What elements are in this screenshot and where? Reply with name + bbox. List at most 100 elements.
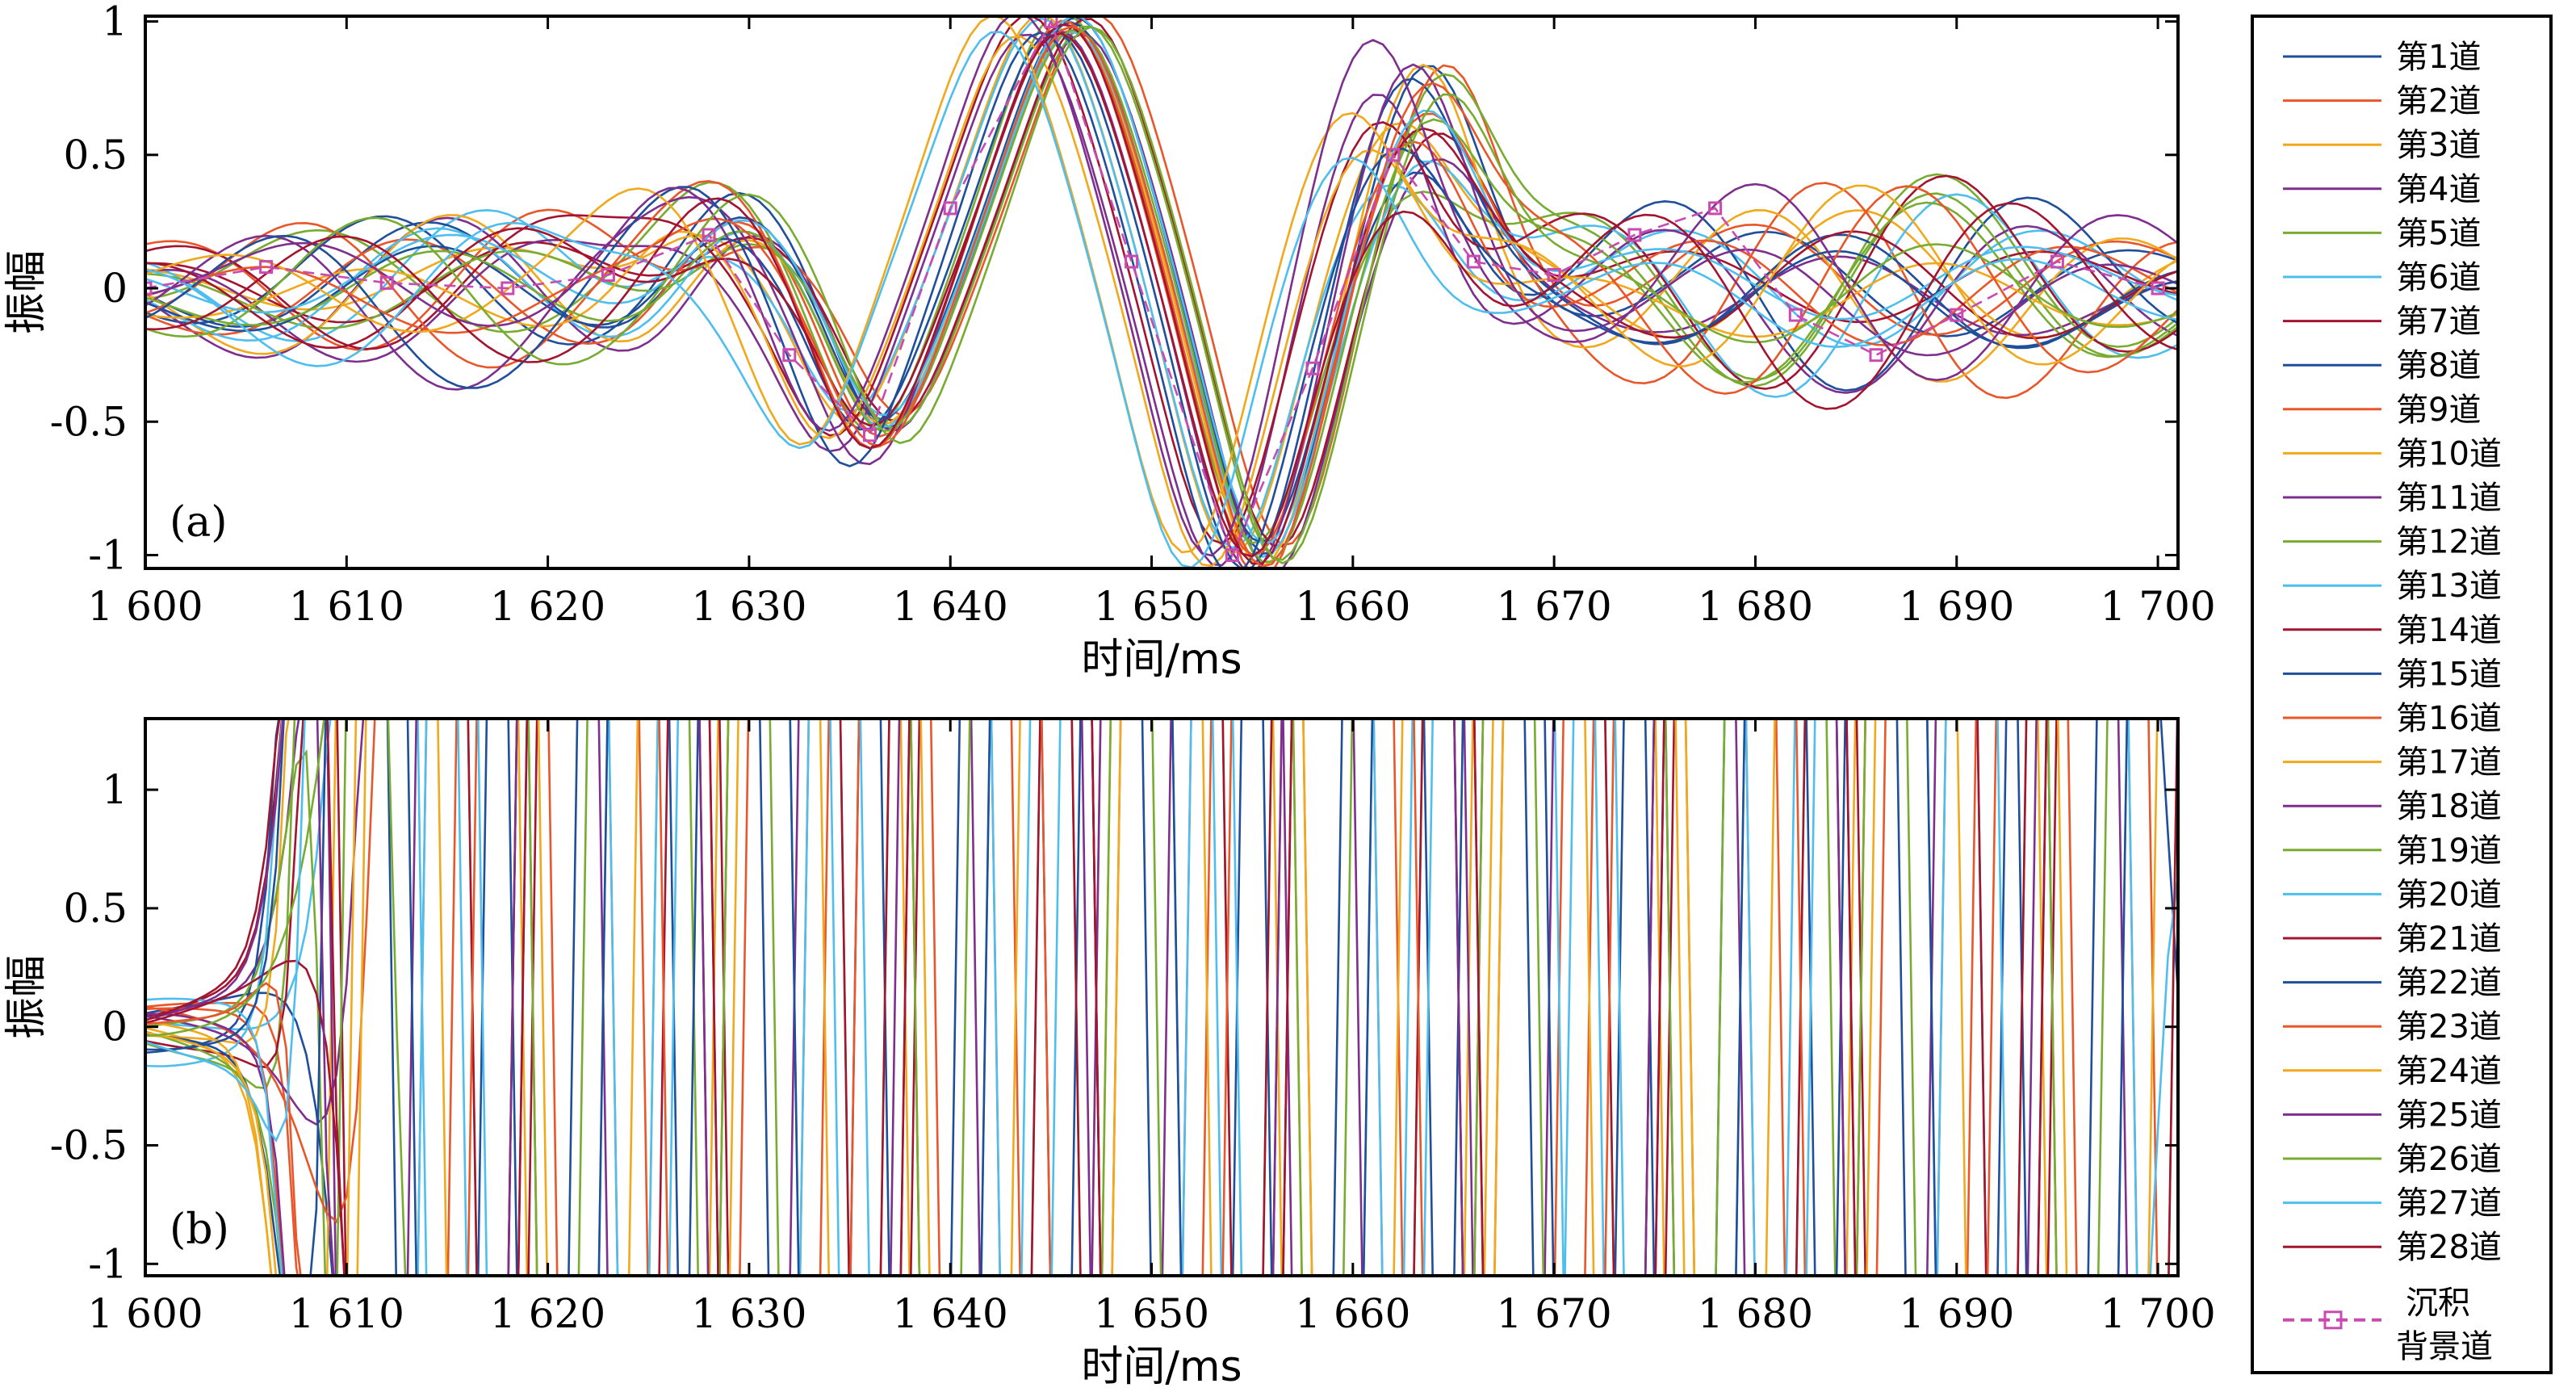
x-tick-label: 1 650 <box>1094 583 1209 630</box>
plot-frame <box>144 15 2180 570</box>
y-tick-label: 1 <box>102 0 128 45</box>
x-axis-title: 时间/ms <box>1081 635 1242 684</box>
y-tick-label: -1 <box>88 1240 128 1287</box>
trace-6 <box>145 719 2178 1276</box>
legend-label: 第28道 <box>2396 1229 2502 1266</box>
x-tick-label: 1 600 <box>87 583 203 630</box>
trace-12 <box>145 719 2028 1276</box>
legend-label: 第7道 <box>2396 304 2481 341</box>
background-trace-marker <box>2151 281 2165 296</box>
legend-label: 第11道 <box>2396 480 2502 517</box>
plot-frame <box>144 717 2180 1277</box>
trace-19 <box>145 719 2058 1276</box>
trace-24 <box>145 719 2068 1276</box>
background-trace-marker <box>1869 348 1883 363</box>
legend-label: 第27道 <box>2396 1185 2502 1222</box>
background-trace-marker <box>501 281 515 296</box>
trace-21 <box>145 719 2028 1276</box>
trace-22 <box>145 719 2129 1276</box>
legend-label: 第5道 <box>2396 215 2481 252</box>
legend-label: 第21道 <box>2396 920 2502 958</box>
trace-23 <box>145 25 2178 568</box>
legend-label: 第12道 <box>2396 524 2502 561</box>
trace-11 <box>145 33 2178 567</box>
x-tick-label: 1 600 <box>87 1290 203 1337</box>
background-trace-marker <box>1547 268 1561 282</box>
x-tick-label: 1 670 <box>1497 1290 1612 1337</box>
x-tick-label: 1 680 <box>1698 1290 1813 1337</box>
legend-label: 第3道 <box>2396 127 2481 164</box>
trace-27 <box>145 31 2178 568</box>
x-tick-label: 1 630 <box>691 1290 806 1337</box>
background-trace-marker <box>1950 308 1964 322</box>
y-tick-label: -0.5 <box>50 1122 128 1169</box>
legend: 第1道第2道第3道第4道第5道第6道第7道第8道第9道第10道第11道第12道第… <box>2251 15 2553 1374</box>
trace-20 <box>145 16 2178 545</box>
background-trace-marker <box>943 201 957 216</box>
background-trace-marker <box>601 268 615 282</box>
legend-label: 第15道 <box>2396 656 2502 693</box>
legend-label: 第26道 <box>2396 1141 2502 1178</box>
legend-label-background-line1: 沉积 <box>2406 1285 2470 1322</box>
y-tick-label: -1 <box>88 531 128 578</box>
background-trace-marker <box>1708 201 1723 216</box>
legend-label: 第13道 <box>2396 568 2502 605</box>
trace-11 <box>145 719 2058 1276</box>
traces-group <box>145 719 2178 1276</box>
trace-2 <box>145 719 2159 1276</box>
trace-4 <box>145 719 2048 1276</box>
trace-15 <box>145 719 2028 1276</box>
y-tick-label: 0.5 <box>63 885 128 932</box>
legend-label: 第17道 <box>2396 744 2502 782</box>
trace-1 <box>145 719 2178 1276</box>
legend-label: 第4道 <box>2396 171 2481 208</box>
x-tick-label: 1 610 <box>289 1290 404 1337</box>
legend-label-background-line2: 背景道 <box>2396 1328 2493 1365</box>
panel-label: (b) <box>170 1205 229 1254</box>
x-tick-label: 1 610 <box>289 583 404 630</box>
trace-25 <box>145 719 2038 1276</box>
x-tick-label: 1 620 <box>490 583 605 630</box>
trace-10 <box>145 719 2159 1276</box>
trace-28 <box>145 719 2048 1276</box>
background-trace-marker <box>1627 228 1642 242</box>
trace-9 <box>145 719 2138 1276</box>
background-trace-marker <box>1044 16 1058 29</box>
x-tick-label: 1 660 <box>1295 583 1410 630</box>
background-trace-marker <box>702 228 716 242</box>
trace-5 <box>145 719 2178 1276</box>
trace-14 <box>145 719 2178 1276</box>
y-tick-label: 0 <box>102 1004 128 1050</box>
legend-label: 第1道 <box>2396 39 2481 76</box>
x-tick-label: 1 640 <box>893 1290 1008 1337</box>
legend-label: 第24道 <box>2396 1053 2502 1090</box>
x-tick-label: 1 640 <box>893 583 1008 630</box>
background-trace-marker <box>259 260 274 275</box>
trace-27 <box>145 719 2008 1276</box>
background-trace-marker <box>1466 254 1481 269</box>
legend-label: 第6道 <box>2396 259 2481 296</box>
x-tick-label: 1 660 <box>1295 1290 1410 1337</box>
x-tick-label: 1 670 <box>1497 583 1612 630</box>
background-trace-marker <box>379 275 394 290</box>
legend-marker-background <box>2323 1310 2343 1330</box>
trace-10 <box>145 30 2178 568</box>
background-trace-marker <box>863 428 877 442</box>
x-tick-label: 1 700 <box>2100 583 2215 630</box>
trace-23 <box>145 719 1997 1276</box>
trace-17 <box>145 719 2058 1276</box>
trace-16 <box>145 719 2078 1276</box>
panel-b: 1 600 1 610 1 620 1 630 1 640 1 650 1 660 1 670… <box>2 717 2216 1391</box>
x-tick-label: 1 650 <box>1094 1290 1209 1337</box>
trace-28 <box>145 31 2178 558</box>
legend-label: 第19道 <box>2396 832 2502 870</box>
trace-26 <box>145 719 2109 1276</box>
trace-4 <box>145 33 2178 568</box>
y-axis-title: 振幅 <box>2 955 51 1039</box>
trace-25 <box>145 16 2178 557</box>
legend-label: 第25道 <box>2396 1096 2502 1134</box>
x-tick-label: 1 630 <box>691 583 806 630</box>
trace-9 <box>145 29 2178 568</box>
trace-16 <box>145 19 2178 556</box>
